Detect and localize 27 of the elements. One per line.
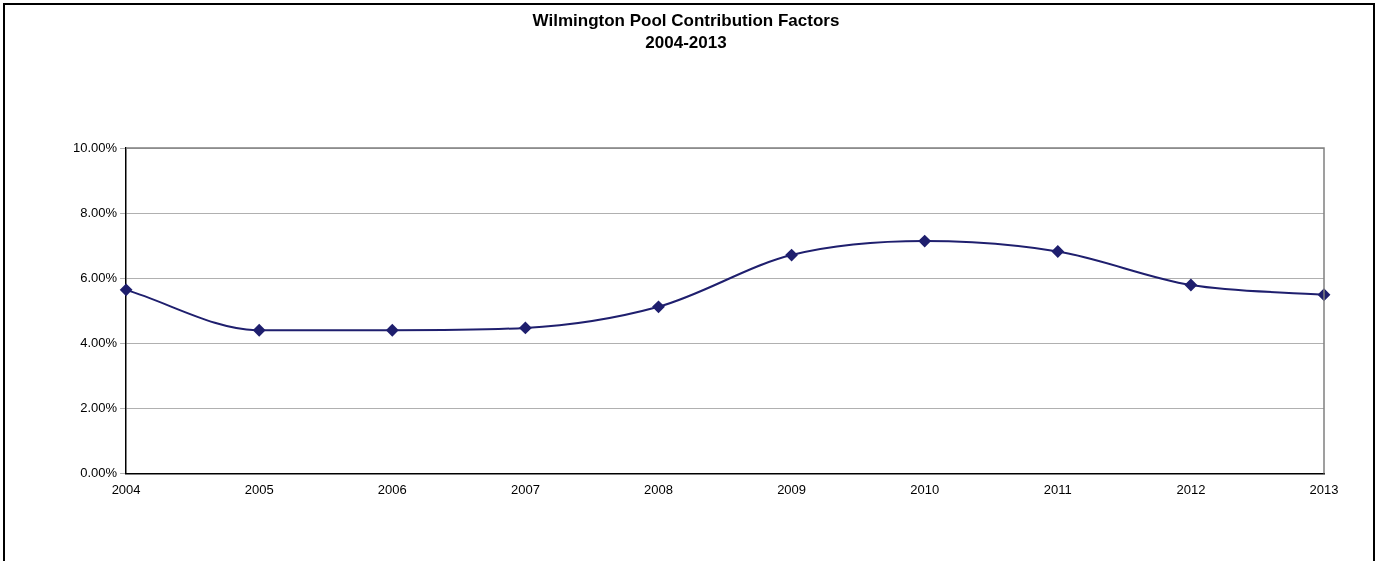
x-tick-label: 2005 [244, 481, 274, 497]
x-tick-label: 2010 [910, 481, 940, 497]
x-tick-label: 2011 [1043, 481, 1072, 497]
y-tick-label: 8.00% [80, 204, 118, 220]
chart-subtitle: 2004-2013 [644, 32, 728, 54]
x-tick-label: 2004 [111, 481, 141, 497]
point [386, 324, 399, 337]
x-tick-label: 2013 [1309, 481, 1339, 497]
y-tick-label: 6.00% [80, 269, 118, 285]
chart-title: Wilmington Pool Contribution Factors [531, 10, 841, 32]
x-tick-label: 2009 [777, 481, 807, 497]
point [253, 324, 266, 337]
x-tick-label: 2012 [1176, 481, 1206, 497]
point [1051, 245, 1064, 258]
point [652, 300, 665, 313]
point [519, 321, 532, 334]
x-tick-label: 2008 [644, 481, 673, 497]
point [918, 235, 931, 248]
y-tick-label: 10.00% [73, 139, 118, 155]
x-tick-label: 2007 [510, 481, 540, 497]
y-tick-label: 4.00% [80, 334, 118, 350]
point [120, 283, 133, 296]
y-tick-label: 2.00% [80, 399, 118, 415]
point [1184, 278, 1197, 291]
x-tick-label: 2006 [377, 481, 407, 497]
y-tick-label: 0.00% [80, 464, 118, 480]
point [785, 249, 798, 262]
